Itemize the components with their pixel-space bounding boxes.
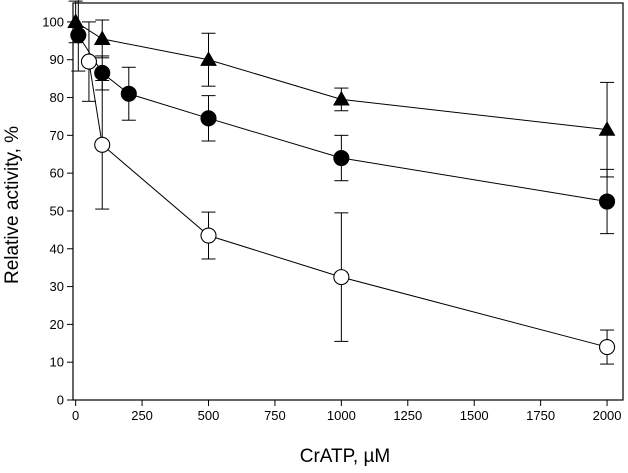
- series-open-circle: [80, 21, 616, 365]
- data-point: [599, 193, 616, 210]
- data-point: [200, 51, 217, 66]
- data-point: [333, 149, 350, 167]
- y-tick-label: 0: [57, 393, 64, 408]
- series-filled-triangle: [67, 0, 616, 178]
- y-tick-label: 50: [50, 203, 64, 218]
- y-tick-label: 30: [50, 279, 64, 294]
- data-point: [94, 64, 111, 81]
- y-tick-label: 70: [50, 128, 64, 143]
- data-point: [93, 30, 111, 46]
- data-point: [94, 136, 111, 153]
- data-point: [332, 90, 350, 106]
- y-tick-label: 20: [50, 317, 64, 332]
- x-tick-label: 1500: [460, 408, 489, 423]
- data-point: [200, 227, 217, 244]
- y-tick-label: 10: [50, 355, 64, 370]
- x-tick-label: 750: [264, 408, 286, 423]
- data-point: [70, 27, 87, 44]
- data-point: [80, 53, 97, 70]
- axes: [72, 2, 624, 401]
- x-tick-label: 250: [131, 408, 153, 423]
- series-line: [75, 21, 608, 131]
- y-tick-label: 90: [50, 52, 64, 67]
- x-tick-label: 1250: [393, 408, 422, 423]
- series-layer: [67, 0, 616, 365]
- x-tick-label: 1000: [327, 408, 356, 423]
- data-point: [200, 110, 217, 127]
- x-tick-label: 1750: [526, 408, 555, 423]
- data-point: [599, 339, 616, 356]
- ticks: 0 250 500 750 1000 1250 1500 1750 2000 0 10 20 30 40 5…: [42, 14, 621, 423]
- plot-frame: [72, 2, 624, 401]
- series-filled-circle: [70, 0, 616, 235]
- x-tick-label: 500: [198, 408, 220, 423]
- data-point: [333, 269, 350, 286]
- y-axis-label: Relative activity, %: [2, 126, 23, 284]
- data-point: [120, 85, 137, 102]
- y-tick-label: 40: [50, 241, 64, 256]
- x-axis-label: CrATP, µM: [300, 446, 390, 467]
- data-point: [598, 121, 616, 136]
- x-tick-label: 2000: [593, 408, 622, 423]
- series-line: [77, 34, 608, 202]
- y-tick-label: 100: [42, 14, 64, 29]
- data-point: [67, 13, 85, 29]
- y-tick-label: 80: [50, 90, 64, 105]
- y-tick-label: 60: [50, 166, 64, 181]
- x-tick-label: 0: [72, 408, 79, 423]
